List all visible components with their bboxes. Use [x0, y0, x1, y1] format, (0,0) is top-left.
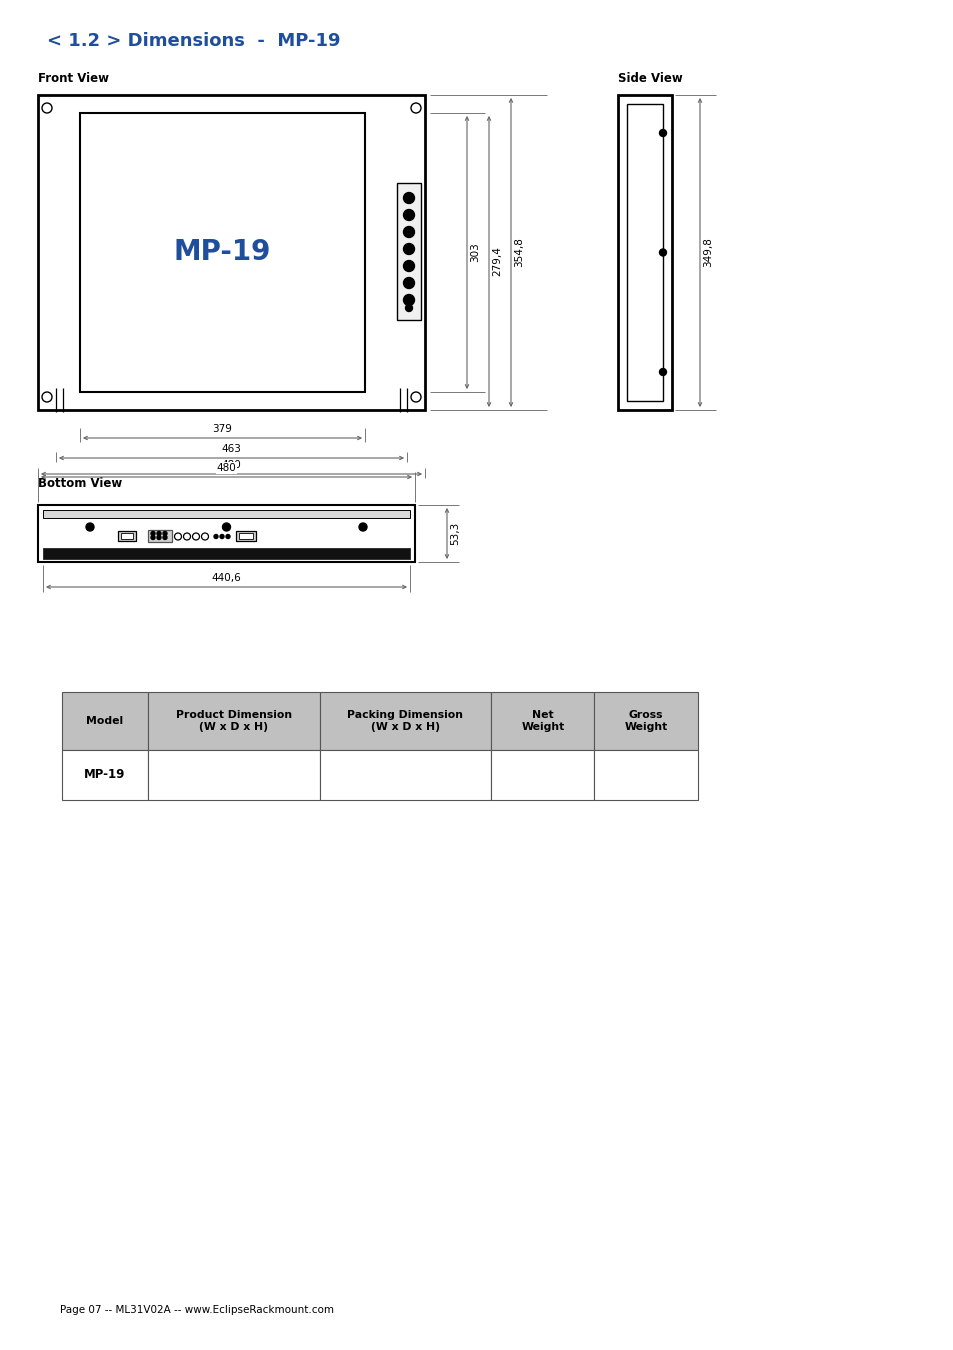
Circle shape: [86, 522, 94, 531]
Text: 53,3: 53,3: [450, 522, 459, 545]
Text: 303: 303: [470, 243, 479, 262]
Text: 279,4: 279,4: [492, 247, 501, 277]
Text: < 1.2 > Dimensions  -  MP-19: < 1.2 > Dimensions - MP-19: [47, 32, 340, 50]
Circle shape: [403, 227, 414, 238]
Bar: [43, 548, 410, 559]
Circle shape: [659, 130, 666, 136]
Circle shape: [403, 261, 414, 271]
Bar: [618, 95, 671, 410]
Text: 379: 379: [213, 424, 233, 433]
Circle shape: [403, 278, 414, 289]
Text: Gross
Weight: Gross Weight: [624, 710, 667, 732]
Bar: [38, 95, 424, 410]
Text: Side View: Side View: [618, 72, 682, 85]
Text: 480: 480: [221, 460, 241, 470]
Bar: [148, 693, 319, 751]
Bar: [148, 531, 172, 543]
Text: 463: 463: [221, 444, 241, 454]
Text: Product Dimension
(W x D x H): Product Dimension (W x D x H): [175, 710, 292, 732]
Circle shape: [358, 522, 367, 531]
Bar: [235, 532, 255, 541]
Circle shape: [403, 209, 414, 220]
Text: Bottom View: Bottom View: [38, 477, 122, 490]
Circle shape: [226, 535, 230, 539]
Bar: [148, 751, 319, 801]
Circle shape: [157, 536, 161, 540]
Circle shape: [403, 294, 414, 305]
Bar: [239, 533, 253, 540]
Bar: [396, 184, 420, 320]
Text: Packing Dimension
(W x D x H): Packing Dimension (W x D x H): [347, 710, 463, 732]
Bar: [62, 693, 148, 751]
Text: 349,8: 349,8: [702, 238, 712, 267]
Text: MP-19: MP-19: [84, 768, 126, 782]
Bar: [319, 751, 491, 801]
Circle shape: [213, 535, 218, 539]
Text: MP-19: MP-19: [173, 239, 271, 266]
Circle shape: [659, 369, 666, 375]
Circle shape: [222, 522, 231, 531]
Bar: [62, 751, 148, 801]
Text: Net
Weight: Net Weight: [520, 710, 564, 732]
Circle shape: [405, 305, 412, 312]
Text: Model: Model: [87, 716, 123, 726]
Circle shape: [403, 243, 414, 255]
Bar: [43, 510, 410, 518]
Bar: [319, 693, 491, 751]
Bar: [121, 533, 132, 540]
Text: Page 07 -- ML31V02A -- www.EclipseRackmount.com: Page 07 -- ML31V02A -- www.EclipseRackmo…: [60, 1305, 334, 1315]
Circle shape: [403, 193, 414, 204]
Circle shape: [163, 532, 167, 536]
Text: 354,8: 354,8: [514, 238, 523, 267]
Bar: [118, 532, 136, 541]
Circle shape: [151, 532, 154, 536]
Text: 480: 480: [216, 463, 236, 472]
Bar: [38, 505, 415, 562]
Circle shape: [157, 532, 161, 536]
Bar: [594, 751, 698, 801]
Bar: [491, 751, 594, 801]
Bar: [80, 113, 365, 392]
Circle shape: [220, 535, 224, 539]
Text: 440,6: 440,6: [212, 572, 241, 583]
Circle shape: [163, 536, 167, 540]
Circle shape: [151, 536, 154, 540]
Bar: [626, 104, 662, 401]
Circle shape: [659, 248, 666, 256]
Bar: [594, 693, 698, 751]
Text: Front View: Front View: [38, 72, 109, 85]
Bar: [491, 693, 594, 751]
